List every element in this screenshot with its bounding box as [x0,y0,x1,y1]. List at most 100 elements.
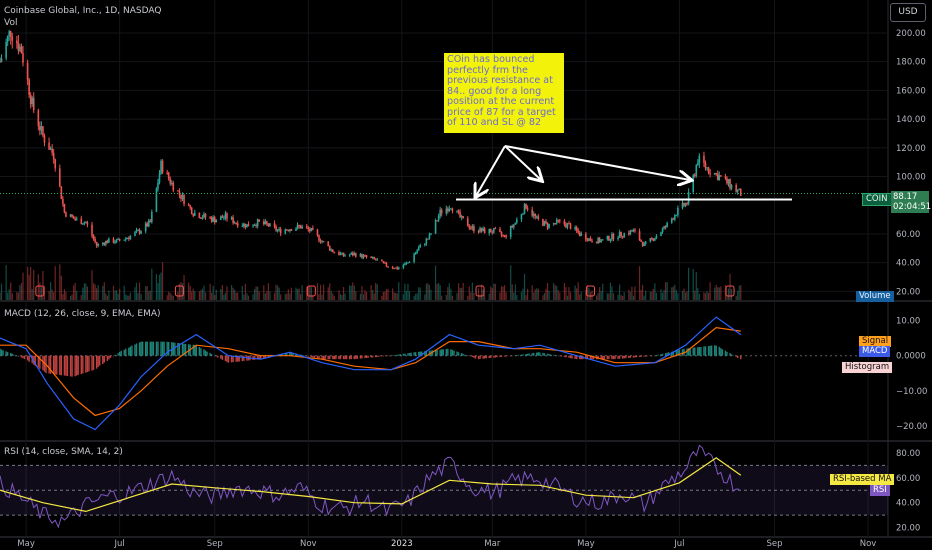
macd-histogram-bar [382,355,385,357]
rsi-axis-label: 60.00 [896,474,920,484]
candle-body [246,224,248,228]
candle-body [155,188,158,212]
macd-histogram-bar [482,355,484,359]
symbol-price-tag: COIN [862,193,892,206]
candle-body [703,155,705,163]
volume-bar [11,293,13,300]
volume-bar [296,288,299,300]
volume-bar [237,292,239,300]
x-tick-label: Sep [766,539,782,549]
volume-bar [269,291,271,300]
macd-histogram-bar [500,355,503,357]
volume-bar [264,293,266,300]
volume-bar [160,272,162,300]
candle-body [267,223,270,227]
volume-bar [327,287,329,300]
volume-bar [683,288,685,300]
macd-histogram-bar [183,343,185,356]
candle-body [681,202,684,208]
macd-histogram-bar [353,355,355,360]
candle-body [203,213,205,218]
macd-histogram-bar [546,353,549,356]
macd-histogram-bar [503,355,506,357]
macd-histogram-bar [290,352,293,356]
currency-button[interactable]: USD [890,3,926,22]
volume-bar [252,294,254,300]
volume-bar [580,291,582,300]
macd-histogram-bar [114,354,116,356]
macd-histogram-bar [361,355,363,359]
candle-body [683,202,685,206]
macd-histogram-bar [623,355,625,359]
macd-histogram-bar [48,355,50,374]
volume-bar [300,294,302,300]
candle-body [436,220,438,222]
macd-histogram-bar [675,350,678,356]
macd-histogram-bar [10,353,12,356]
volume-bar [596,295,598,300]
macd-histogram-bar [694,347,696,356]
candle-body [233,222,236,224]
candle-body [707,167,710,173]
candle-body [565,224,567,228]
earnings-marker [725,285,735,297]
volume-bar [8,289,10,300]
volume-bar [522,288,524,300]
candle-body [466,218,469,227]
candle-body [255,224,257,227]
candle-body [247,224,250,227]
macd-histogram-bar [537,352,540,356]
macd-axis-label: −20.00 [896,422,927,432]
volume-bar [212,285,214,300]
volume-bar [408,291,411,300]
candle-body [404,263,406,266]
candle-body [419,244,422,248]
candle-body [97,244,99,246]
macd-histogram-bar [178,343,181,356]
candle-body [459,211,461,218]
candle-body [494,228,497,230]
candle-body [632,229,635,232]
volume-bar [675,290,677,300]
macd-histogram-bar [215,355,217,357]
candle-body [244,223,247,228]
macd-histogram-bar [667,352,670,356]
volume-bar [428,284,431,300]
annotation-note[interactable]: COin has bounced perfectly frm the previ… [444,53,564,133]
volume-bar [387,289,389,300]
rsi-axis-label: 40.00 [896,499,920,509]
candle-body [373,257,376,259]
annotation-arrow [476,145,506,196]
macd-histogram-bar [740,355,742,360]
candle-body [232,217,234,224]
macd-histogram-bar [600,355,602,360]
macd-histogram-bar [339,355,342,360]
volume-bar [290,287,292,300]
candle-body [568,223,570,225]
candle-body [103,242,106,245]
candle-body [69,214,72,217]
volume-bar [92,283,95,300]
candle-body [416,250,418,253]
volume-bar [724,284,727,300]
volume-bar [445,294,447,300]
volume-bar [447,287,449,300]
earnings-marker [585,285,595,297]
macd-histogram-bar [419,351,421,356]
candle-body [381,259,383,262]
macd-histogram-bar [60,355,63,376]
volume-bar [395,293,397,300]
candle-body [115,239,118,243]
price-axis-label: 100.00 [896,173,926,183]
user-drawings[interactable] [0,145,888,201]
volume-bar [726,295,728,300]
macd-histogram-bar [439,349,441,356]
signal-tag: Signal [859,336,892,347]
candle-body [577,230,579,233]
volume-bar [85,283,87,300]
macd-histogram-bar [591,355,593,360]
candle-body [63,203,66,213]
candle-body [11,36,14,41]
volume-bar [223,294,225,300]
